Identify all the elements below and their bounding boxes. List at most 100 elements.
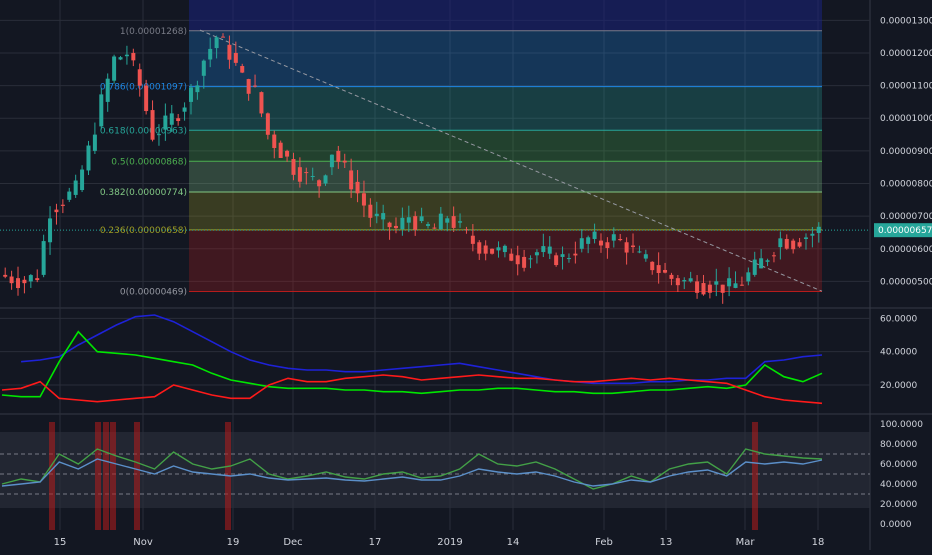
fib-zone (189, 130, 822, 162)
y-tick-label: 80.0000 (880, 440, 917, 450)
candle-body (483, 245, 488, 254)
candle-body (60, 204, 65, 206)
candle-body (803, 237, 808, 239)
y-tick-label: 60.0000 (880, 314, 917, 324)
candle-body (464, 229, 469, 231)
candle-body (714, 281, 719, 285)
candle-body (611, 234, 616, 241)
candle-body (16, 278, 21, 289)
last-price-badge (874, 223, 932, 238)
candle-body (791, 240, 796, 250)
y-tick-label: 40.0000 (880, 480, 917, 490)
candle-body (445, 218, 450, 223)
candle-body (643, 254, 648, 259)
fib-level-label: 0.236(0.00000658) (100, 226, 187, 236)
candle-body (534, 252, 539, 256)
candle-body (669, 274, 674, 279)
candle-body (188, 87, 193, 102)
candle-body (22, 279, 27, 284)
candle-body (426, 224, 431, 226)
x-tick-label: 17 (369, 537, 382, 548)
candle-body (201, 60, 206, 76)
y-tick-label: 0.00001000 (880, 114, 932, 124)
fib-level-label: 0.786(0.00001097) (100, 83, 187, 93)
candle-body (528, 258, 533, 260)
x-tick-label: 13 (660, 537, 673, 548)
candle-body (592, 231, 597, 239)
candles (0, 33, 870, 304)
indicator-panel-2 (0, 422, 870, 530)
x-tick-label: Nov (133, 537, 153, 548)
candle-body (272, 134, 277, 148)
y-tick-label: 0.00000700 (880, 212, 932, 222)
y-tick-label: 100.0000 (880, 420, 923, 430)
candle-body (432, 227, 437, 229)
candle-body (368, 204, 373, 218)
candle-body (586, 237, 591, 244)
candle-body (688, 278, 693, 282)
candle-body (618, 238, 623, 241)
fibonacci-zones: 1(0.00001268) 0.786(0.00001097) 0.618(0.00… (100, 0, 823, 298)
candle-body (631, 245, 636, 248)
series-line (1, 374, 823, 405)
candle-body (297, 167, 302, 182)
candle-body (573, 253, 578, 256)
candle-body (317, 180, 322, 187)
candle-body (733, 283, 738, 288)
series-line (1, 330, 823, 398)
candle-body (720, 284, 725, 293)
candle-body (9, 276, 14, 284)
candle-body (451, 216, 456, 228)
fib-zone (189, 191, 822, 230)
signal-bar (752, 422, 758, 530)
candle-body (381, 213, 386, 220)
candle-body (28, 275, 33, 282)
candle-body (393, 225, 398, 229)
fib-level-label: 0(0.00000469) (120, 288, 187, 298)
candle-body (624, 242, 629, 253)
x-tick-label: 19 (227, 537, 240, 548)
candle-body (310, 175, 315, 177)
fib-zone (189, 229, 822, 292)
candle-body (73, 180, 78, 195)
candle-body (80, 169, 85, 191)
series-line (1, 448, 823, 490)
candle-body (355, 181, 360, 194)
fib-level-label: 1(0.00001268) (120, 27, 187, 37)
candle-body (182, 107, 187, 112)
candle-body (329, 154, 334, 168)
candle-body (163, 115, 168, 130)
y-tick-label: 20.0000 (880, 381, 917, 391)
candle-body (285, 150, 290, 157)
candle-body (419, 216, 424, 222)
y-tick-label: 0.0000 (880, 520, 912, 530)
candle-body (663, 269, 668, 273)
candle-body (566, 258, 571, 260)
axes: 15 Nov 19 Dec 17 2019 14 Feb 13 Mar 18 0.00001300 0.… (54, 16, 932, 548)
y-tick-label: 0.00000600 (880, 245, 932, 255)
y-tick-label: 0.00001100 (880, 82, 932, 92)
candle-body (176, 118, 181, 122)
signal-bar (103, 422, 109, 530)
candle-body (99, 94, 104, 127)
y-tick-label: 0.00000900 (880, 147, 932, 157)
candle-body (156, 134, 161, 136)
candle-body (701, 283, 706, 295)
candle-body (477, 242, 482, 254)
candle-body (336, 150, 341, 162)
rsi-band (0, 432, 870, 508)
candle-body (470, 235, 475, 244)
series-line (21, 314, 823, 385)
candle-body (490, 248, 495, 254)
candle-body (349, 170, 354, 190)
candle-body (246, 79, 251, 94)
candle-body (227, 44, 232, 60)
candle-body (131, 52, 136, 61)
candle-body (3, 274, 8, 277)
candle-body (240, 66, 245, 73)
candle-body (112, 56, 117, 81)
candle-body (695, 281, 700, 293)
candle-body (214, 37, 219, 49)
candle-body (778, 238, 783, 248)
